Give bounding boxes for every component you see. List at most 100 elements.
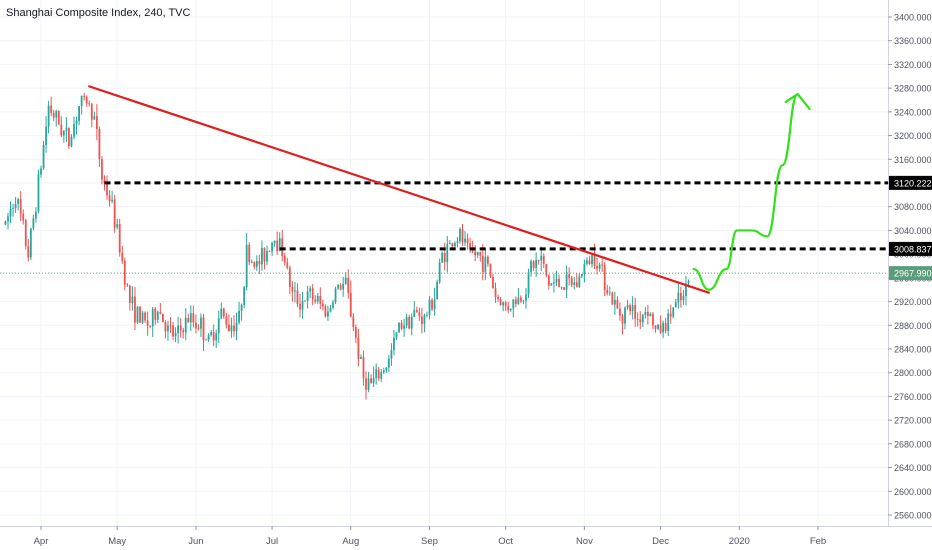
candle-body xyxy=(649,313,652,316)
candle-body xyxy=(453,242,456,247)
candle-body xyxy=(682,296,685,301)
candle xyxy=(243,286,246,309)
candle-body xyxy=(103,179,106,184)
candle-body xyxy=(32,218,35,229)
candle xyxy=(621,313,624,335)
candle-body xyxy=(329,307,332,312)
candle xyxy=(563,287,565,291)
candle xyxy=(90,102,93,128)
candle-body xyxy=(433,299,436,310)
candle xyxy=(220,302,223,320)
x-axis-ticks: Apr May Jun Jul Aug Sep Oct Nov Dec 2020 Feb xyxy=(34,526,826,547)
y-tick-label: 2880.000 xyxy=(894,321,932,331)
candle xyxy=(499,297,502,306)
candle-body xyxy=(606,289,609,294)
candle-body xyxy=(156,311,159,320)
candle-body xyxy=(540,255,543,261)
candle xyxy=(174,327,177,343)
candle-body xyxy=(448,243,451,245)
candle-body xyxy=(545,264,548,276)
candle xyxy=(415,306,418,313)
candle xyxy=(542,253,545,268)
candle xyxy=(19,191,22,222)
candle-body xyxy=(420,316,423,324)
candle-body xyxy=(428,299,431,316)
candle-body xyxy=(555,278,558,283)
candle-body xyxy=(459,229,461,242)
candle-body xyxy=(131,296,134,303)
candle xyxy=(575,273,578,288)
candle xyxy=(266,245,268,266)
candle-body xyxy=(461,229,464,243)
candle-body xyxy=(441,253,444,263)
candle xyxy=(268,250,271,253)
candle xyxy=(172,322,174,340)
candle xyxy=(418,307,421,321)
candle-body xyxy=(306,291,309,301)
candle-body xyxy=(144,312,147,321)
candle-body xyxy=(255,261,258,267)
candle-body xyxy=(537,259,540,261)
candle-body xyxy=(55,110,58,118)
candle-body xyxy=(52,112,55,118)
candle-body xyxy=(657,324,659,329)
candle xyxy=(93,111,96,120)
candle xyxy=(126,282,129,287)
candle-body xyxy=(4,221,7,225)
candle-body xyxy=(339,285,342,290)
candle-body xyxy=(629,305,631,312)
x-tick-label: 2020 xyxy=(729,536,750,547)
candle-body xyxy=(385,367,388,371)
candle-body xyxy=(172,325,174,337)
price-label-text: 3008.837 xyxy=(894,244,932,254)
candle xyxy=(80,95,83,115)
candle-body xyxy=(514,299,517,305)
candle xyxy=(156,310,159,324)
candle-body xyxy=(316,296,319,302)
candle-body xyxy=(677,292,680,303)
candle xyxy=(426,311,428,318)
candle-body xyxy=(73,123,75,137)
candle-body xyxy=(271,242,273,252)
candle xyxy=(674,298,677,308)
candle xyxy=(334,286,337,305)
y-tick-label: 2840.000 xyxy=(894,345,932,355)
candle xyxy=(537,259,540,265)
candle xyxy=(240,303,243,321)
candle xyxy=(250,259,253,264)
candle-body xyxy=(189,313,192,323)
candle xyxy=(212,324,215,347)
candle-body xyxy=(228,324,230,332)
candle xyxy=(507,301,510,314)
candle xyxy=(121,245,124,265)
candle xyxy=(192,305,195,328)
candle-body xyxy=(525,294,527,301)
candle-body xyxy=(222,308,225,317)
candle-body xyxy=(101,159,103,180)
candle-body xyxy=(398,322,400,333)
candle-body xyxy=(492,276,494,289)
x-tick-label: Sep xyxy=(421,536,438,547)
candle-body xyxy=(591,255,593,265)
candle xyxy=(296,283,299,308)
y-tick-label: 2560.000 xyxy=(894,511,932,521)
x-tick-label: Jun xyxy=(188,536,203,547)
candle-body xyxy=(499,299,502,306)
candle xyxy=(111,190,113,204)
candle-body xyxy=(314,299,317,302)
candle-body xyxy=(436,282,439,300)
candle xyxy=(375,363,378,385)
candle xyxy=(436,279,439,300)
candle xyxy=(553,273,555,293)
candle xyxy=(179,318,182,338)
candle-body xyxy=(118,224,121,253)
price-label: 3008.837 xyxy=(889,241,932,256)
candle xyxy=(309,285,312,299)
candle-body xyxy=(431,299,433,310)
candle xyxy=(354,324,357,344)
candle xyxy=(344,272,347,285)
candle-body xyxy=(167,325,169,332)
candle-body xyxy=(520,297,522,302)
candle-body xyxy=(276,240,279,252)
